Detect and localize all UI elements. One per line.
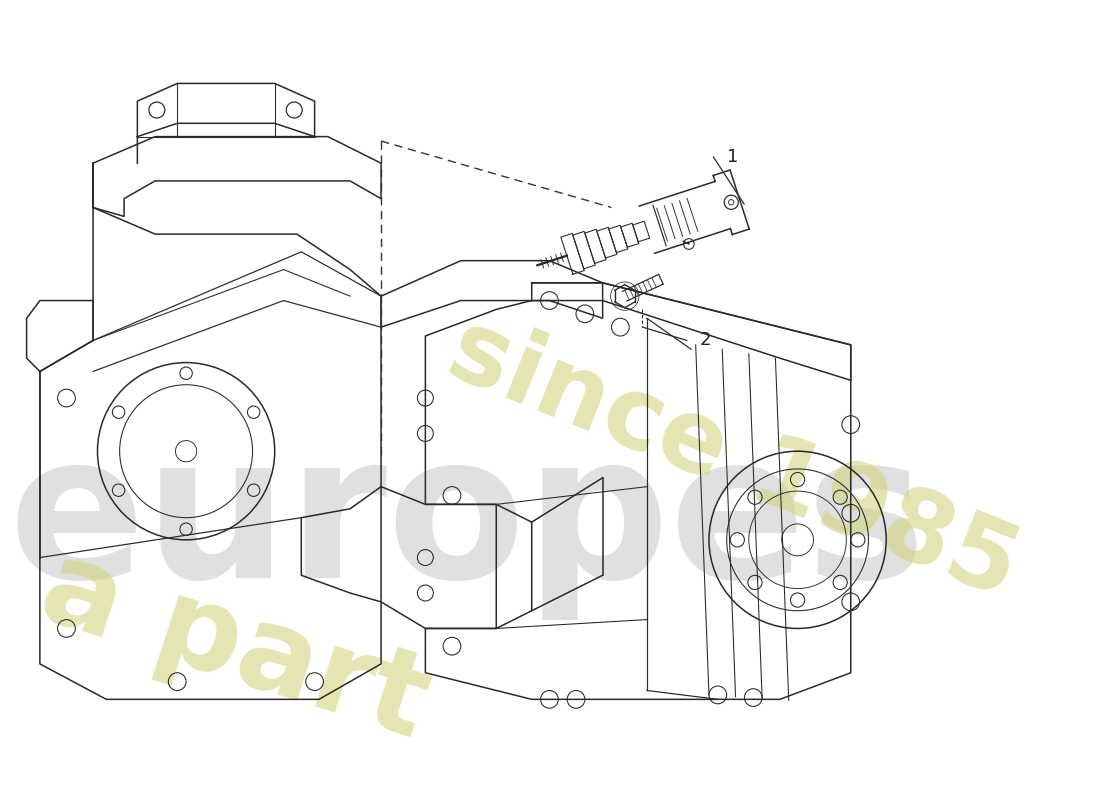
Text: a part: a part xyxy=(26,530,442,762)
Text: europes: europes xyxy=(9,425,926,620)
Text: 1: 1 xyxy=(727,148,738,166)
Text: since 1985: since 1985 xyxy=(434,302,1032,618)
Text: 2: 2 xyxy=(700,331,712,350)
